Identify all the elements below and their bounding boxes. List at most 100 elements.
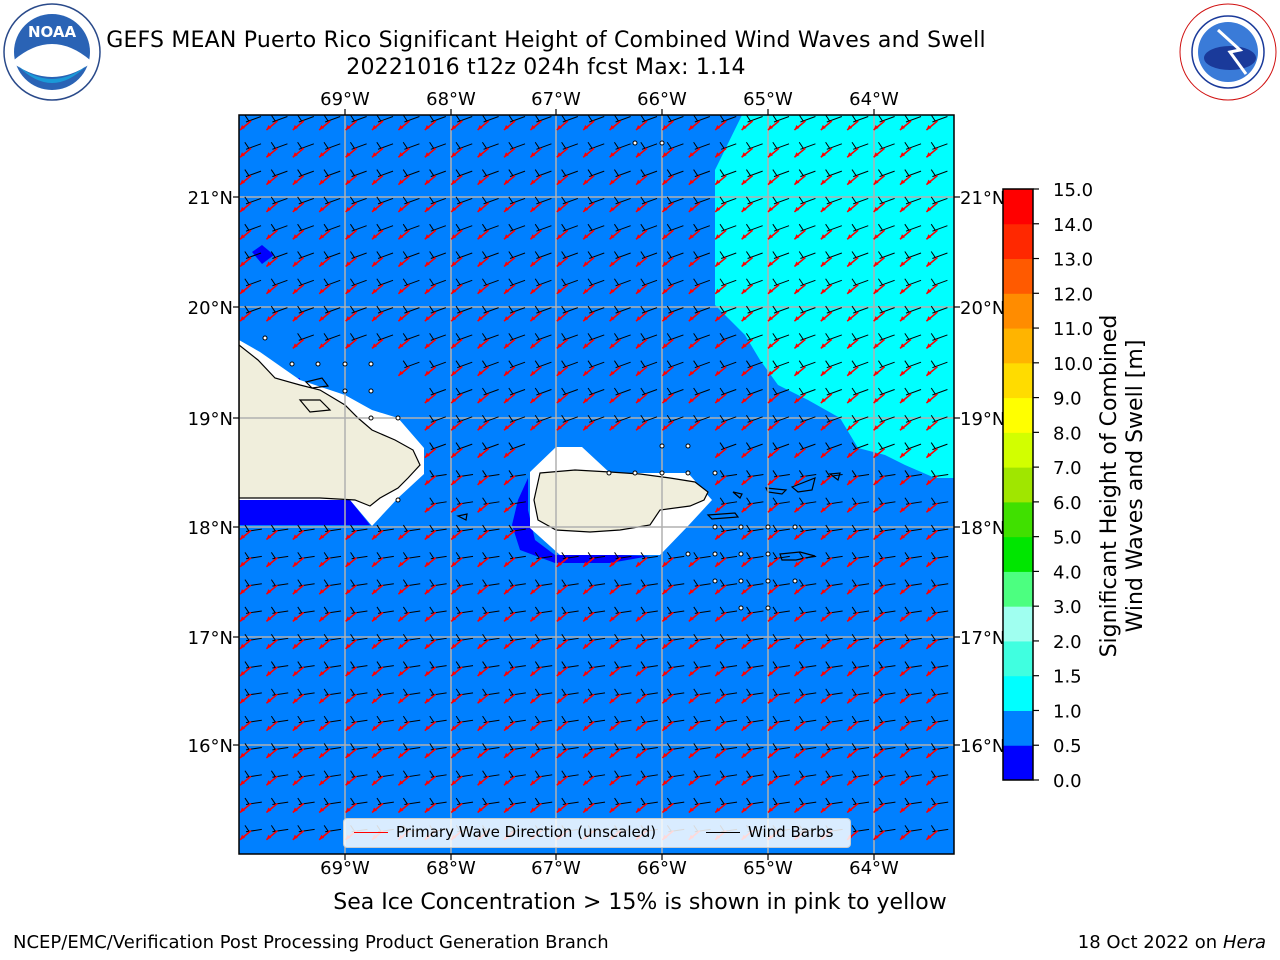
wind-barb: [534, 633, 553, 642]
wind-barb: [772, 196, 790, 205]
wave-direction-arrow: [846, 639, 859, 650]
wave-direction-arrow: [793, 666, 806, 677]
wind-barb: [402, 661, 421, 669]
wind-barb: [561, 251, 579, 259]
wind-barb: [455, 360, 473, 369]
wind-barb: [930, 251, 948, 259]
wave-direction-arrow: [239, 229, 252, 240]
wind-barb: [482, 278, 499, 287]
wave-direction-arrow: [793, 393, 806, 404]
wind-barb: [825, 661, 843, 669]
wave-direction-arrow: [661, 611, 674, 623]
wind-barb: [376, 141, 394, 150]
wave-direction-arrow: [318, 256, 331, 268]
wind-barb: [878, 387, 895, 396]
wind-barb: [270, 825, 289, 833]
wave-direction-arrow: [503, 338, 516, 350]
wave-direction-arrow: [925, 748, 938, 759]
wind-barb: [587, 196, 605, 205]
wave-direction-arrow: [609, 338, 622, 350]
wind-barb: [244, 524, 262, 532]
wave-direction-arrow: [741, 775, 754, 786]
station-dot: [685, 443, 691, 449]
wind-barb: [851, 442, 869, 451]
wind-barb: [402, 305, 420, 314]
wind-barb: [244, 770, 262, 778]
wind-barb: [772, 743, 790, 751]
wind-barb: [930, 223, 948, 232]
wind-barb: [376, 333, 394, 341]
wave-direction-arrow: [609, 748, 622, 759]
wave-direction-arrow: [556, 639, 569, 650]
wind-barb: [376, 223, 394, 232]
wind-barb: [904, 333, 922, 341]
wave-direction-arrow: [477, 775, 490, 786]
wave-direction-arrow: [582, 666, 595, 677]
wave-direction-arrow: [265, 802, 278, 814]
wind-barb: [640, 169, 658, 178]
wind-barb: [270, 606, 289, 614]
wave-direction-arrow: [265, 639, 278, 650]
wave-direction-arrow: [424, 284, 437, 295]
wind-barb: [323, 251, 341, 259]
wave-direction-arrow: [582, 748, 595, 759]
station-dot: [395, 497, 401, 503]
wind-barb: [798, 169, 816, 178]
wave-direction-arrow: [635, 775, 648, 786]
wind-barb: [930, 305, 948, 314]
wave-direction-arrow: [635, 639, 648, 650]
wind-barb: [746, 387, 763, 396]
wind-barb: [825, 251, 843, 259]
wave-direction-arrow: [873, 147, 886, 158]
wind-barb: [746, 797, 764, 805]
wave-direction-arrow: [688, 420, 701, 431]
wind-barb: [614, 633, 632, 642]
station-dot: [632, 470, 638, 476]
wave-direction-arrow: [397, 174, 410, 186]
wind-barb: [244, 305, 262, 314]
colorbar-tick-label: 6.0: [1053, 493, 1082, 514]
wave-direction-arrow: [292, 202, 305, 213]
wind-barb: [719, 360, 737, 369]
wave-direction-arrow: [635, 256, 648, 268]
wind-barb: [482, 141, 499, 150]
wave-direction-arrow: [767, 256, 780, 268]
wind-barb: [666, 251, 684, 259]
wind-barb: [587, 305, 605, 314]
wind-barb: [746, 305, 763, 314]
lat-tick-label-right: 20°N: [960, 298, 1005, 319]
wind-barb: [772, 661, 790, 669]
wind-barb: [402, 688, 421, 696]
colorbar-segment: [1003, 432, 1033, 468]
wave-direction-arrow: [609, 393, 622, 404]
wave-direction-arrow: [503, 475, 516, 486]
wind-barb: [429, 633, 447, 642]
wave-direction-arrow: [741, 611, 754, 623]
wave-direction-arrow: [529, 720, 542, 732]
wave-direction-arrow: [477, 584, 490, 595]
wind-barb: [614, 414, 631, 423]
wave-direction-arrow: [397, 611, 410, 623]
wave-direction-arrow: [767, 447, 780, 459]
wind-barb: [297, 770, 315, 778]
wave-direction-arrow: [741, 311, 754, 322]
wave-direction-arrow: [424, 311, 437, 322]
wave-direction-arrow: [345, 529, 358, 541]
wave-direction-arrow: [582, 338, 595, 350]
wave-direction-arrow: [239, 202, 252, 213]
wind-barb: [746, 770, 764, 778]
wave-direction-arrow: [556, 420, 569, 431]
wave-direction-arrow: [767, 666, 780, 677]
wave-direction-arrow: [556, 666, 569, 677]
wave-direction-arrow: [899, 147, 912, 158]
wind-barb: [455, 387, 473, 396]
wind-barb: [772, 251, 790, 259]
wave-direction-arrow: [424, 393, 437, 404]
wave-direction-arrow: [450, 475, 463, 486]
wind-barb: [930, 387, 948, 396]
wind-barb: [455, 414, 473, 423]
wave-direction-arrow: [424, 775, 437, 786]
wave-direction-arrow: [450, 393, 463, 404]
wave-direction-arrow: [767, 502, 780, 513]
wave-direction-arrow: [292, 720, 305, 732]
